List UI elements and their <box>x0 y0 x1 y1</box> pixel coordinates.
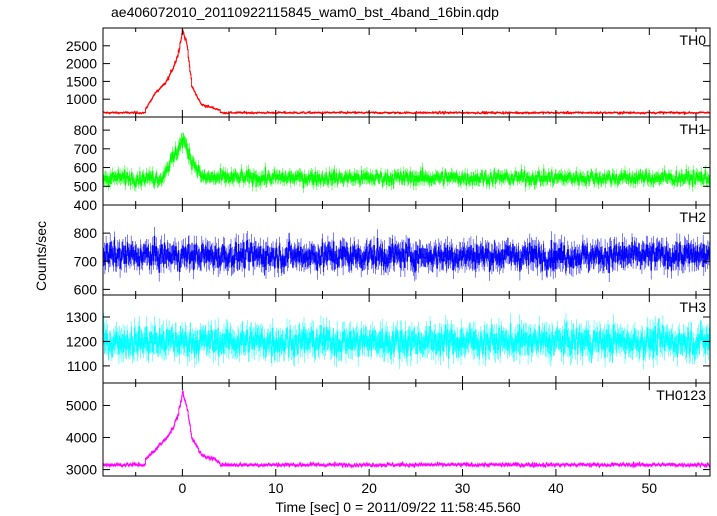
chart-title: ae406072010_20110922115845_wam0_bst_4ban… <box>111 4 499 20</box>
error-bars <box>103 132 710 193</box>
series-line <box>103 322 710 360</box>
series-th1 <box>103 132 710 193</box>
y-axis-label: Counts/sec <box>33 221 49 291</box>
y-tick-label: 1000 <box>66 91 97 107</box>
series-th0 <box>103 28 710 115</box>
x-tick-label: 50 <box>642 480 658 496</box>
error-bars <box>103 390 710 469</box>
panel-th0123: 3000 4000 5000 TH0123 <box>66 382 711 478</box>
series-line <box>103 391 710 468</box>
x-tick-label: 40 <box>548 480 564 496</box>
panel-label: TH3 <box>680 299 707 315</box>
panel-th2: 600 700 800 TH2 <box>74 204 711 297</box>
y-tick-label: 1200 <box>66 333 97 349</box>
x-tick-label: 20 <box>361 480 377 496</box>
panel-label: TH1 <box>680 121 707 137</box>
y-tick-label: 600 <box>74 281 98 297</box>
y-tick-label: 4000 <box>66 430 97 446</box>
series-line <box>103 235 710 274</box>
x-tick-label: 30 <box>455 480 471 496</box>
panel-frame <box>102 27 711 118</box>
y-tick-label: 1100 <box>67 358 97 374</box>
panel-label: TH0123 <box>656 387 706 403</box>
y-tick-label: 800 <box>74 122 98 138</box>
y-tick-label: 500 <box>74 178 98 194</box>
x-tick-label: 0 <box>178 480 186 496</box>
series-line <box>103 137 710 189</box>
series-th0123 <box>103 390 710 469</box>
y-tick-label: 1500 <box>66 73 97 89</box>
y-tick-label: 700 <box>74 141 98 157</box>
y-tick-label: 800 <box>74 225 98 241</box>
panel-frame <box>102 382 711 477</box>
y-tick-label: 700 <box>74 253 98 269</box>
panel-label: TH2 <box>680 209 707 225</box>
x-axis-label: Time [sec] 0 = 2011/09/22 11:58:45.560 <box>275 499 521 515</box>
series-line <box>103 29 710 115</box>
error-bars <box>103 28 710 115</box>
y-tick-label: 2500 <box>66 38 97 54</box>
y-tick-label: 600 <box>74 160 98 176</box>
series-th2 <box>103 227 710 282</box>
y-tick-label: 3000 <box>66 462 97 478</box>
panel-label: TH0 <box>680 32 707 48</box>
series-th3 <box>103 312 710 370</box>
y-tick-label: 400 <box>74 197 98 213</box>
y-tick-label: 1300 <box>66 309 97 325</box>
x-tick-label: 10 <box>268 480 284 496</box>
y-tick-label: 5000 <box>66 397 97 413</box>
panel-th3: 1100 1200 1300 TH3 <box>66 294 711 384</box>
y-tick-label: 2000 <box>66 56 97 72</box>
panel-th1: 400 500 600 700 800 TH1 <box>74 116 711 213</box>
